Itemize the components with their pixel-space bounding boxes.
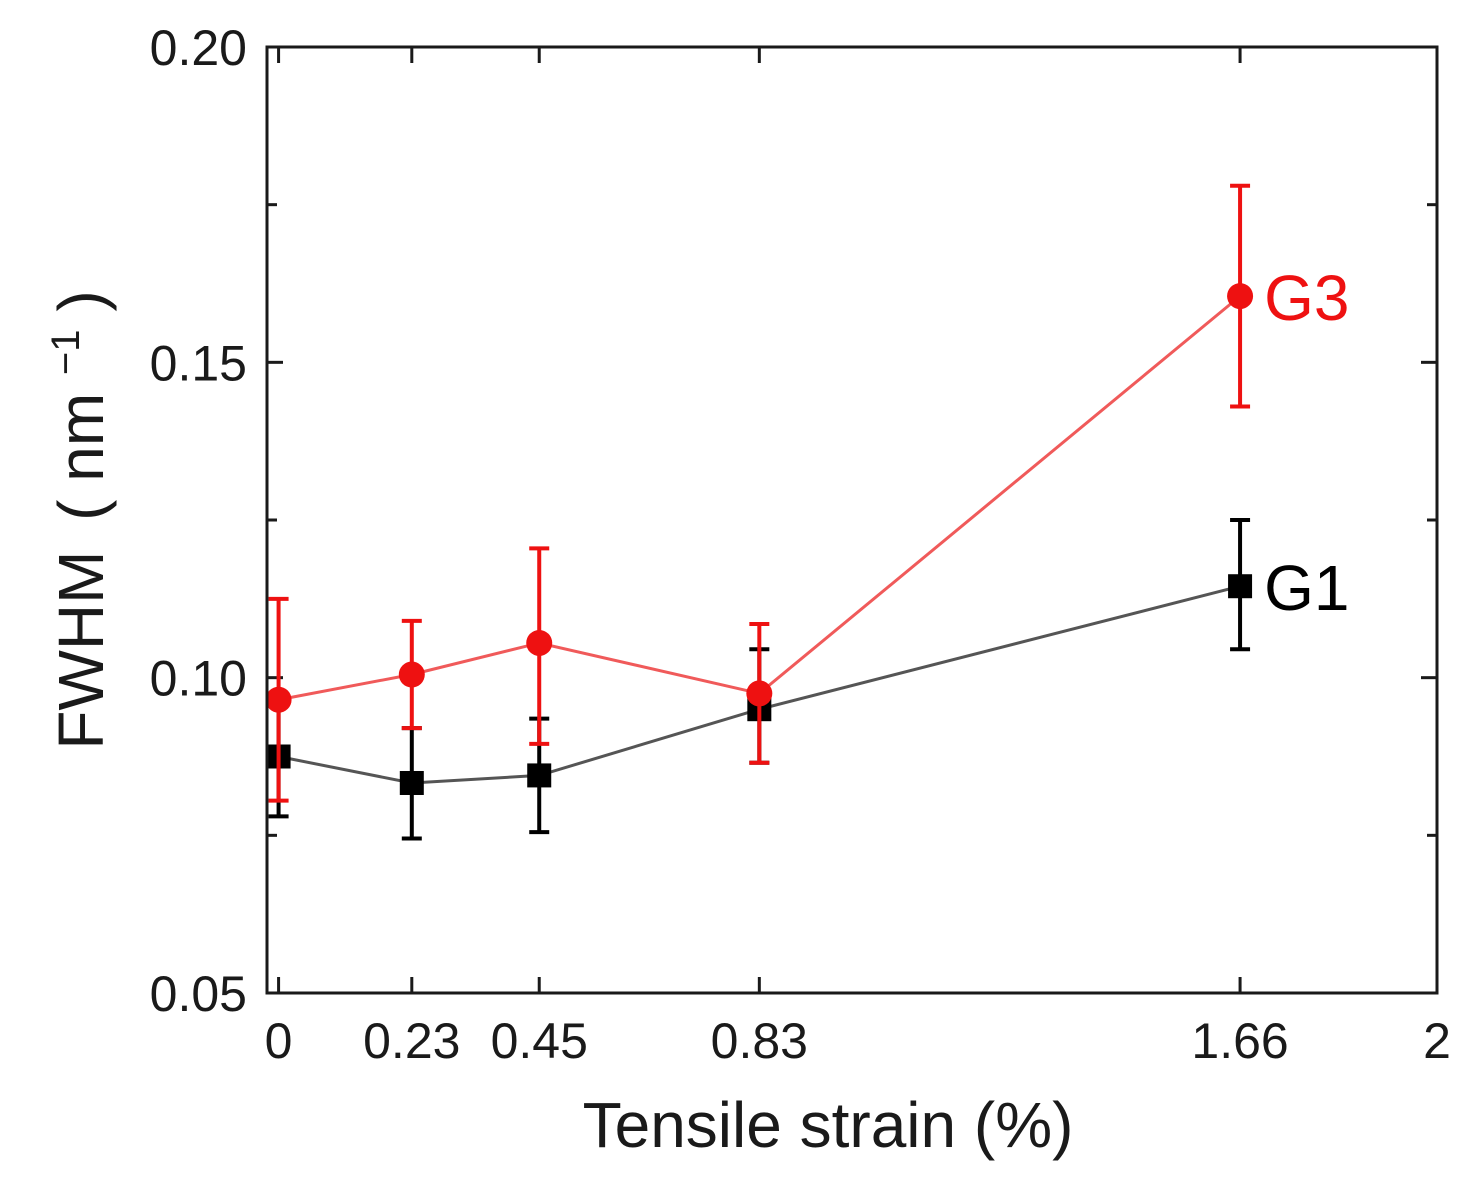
series-g3-marker — [1227, 283, 1254, 310]
series-g3-marker — [526, 629, 553, 656]
x-tick-label: 2 — [1423, 1013, 1451, 1069]
series-g3-marker — [398, 661, 425, 688]
data-series: G1 G3 — [265, 183, 1349, 841]
series-g1-label: G1 — [1264, 552, 1349, 624]
y-axis-title-main: FWHM — [45, 551, 117, 750]
x-tick-label: 1.66 — [1191, 1013, 1288, 1069]
x-tick-label: 0 — [265, 1013, 293, 1069]
tick-labels: 0 0.23 0.45 0.83 1.66 2 0.05 0.10 0.15 0.20 — [150, 20, 1451, 1069]
x-axis-title: Tensile strain (%) — [583, 1089, 1074, 1161]
series-g3-label: G3 — [1264, 262, 1349, 334]
series-g3-marker — [746, 680, 773, 707]
y-axis-paren-close: ) — [45, 290, 117, 311]
series-g1-marker — [399, 770, 424, 795]
series-g1-marker — [527, 763, 552, 788]
series-g3-marker — [265, 686, 292, 713]
y-tick-label: 0.20 — [150, 20, 247, 76]
axis-titles: Tensile strain (%) FWHM ( nm −1 ) — [21, 290, 1074, 1161]
y-tick-label: 0.10 — [150, 651, 247, 707]
x-tick-label: 0.23 — [363, 1013, 460, 1069]
x-tick-label: 0.83 — [711, 1013, 808, 1069]
y-axis-title: FWHM ( nm −1 ) — [21, 290, 117, 749]
y-axis-paren-open: ( — [45, 500, 117, 521]
plot-frame — [265, 45, 1439, 995]
y-axis-unit-base: nm — [45, 393, 117, 482]
x-tick-label: 0.45 — [491, 1013, 588, 1069]
series-g1-marker — [1228, 574, 1253, 599]
y-axis-unit-exp: −1 — [44, 329, 88, 375]
y-tick-label: 0.15 — [150, 335, 247, 391]
y-tick-label: 0.05 — [150, 966, 247, 1022]
